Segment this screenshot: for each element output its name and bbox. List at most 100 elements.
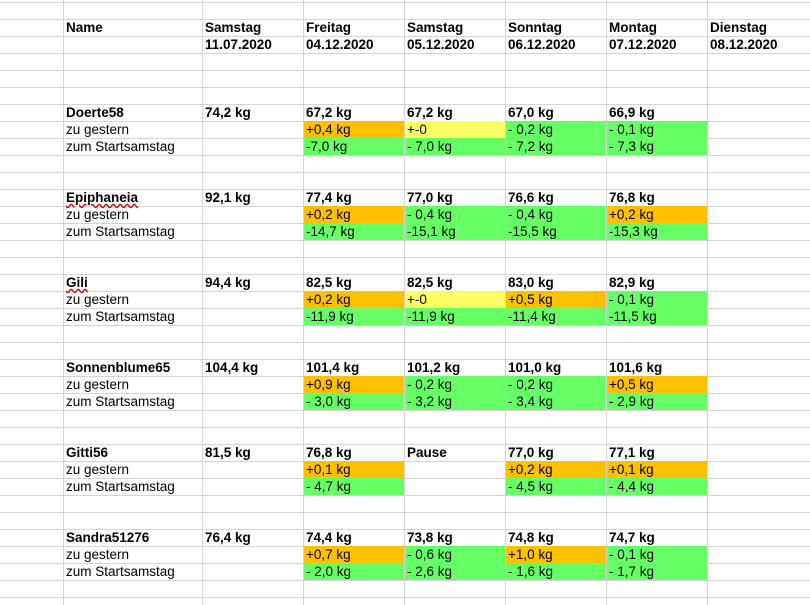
weight-cell[interactable]: 67,2 kg bbox=[306, 105, 352, 120]
delta-start-cell[interactable]: -15,3 kg bbox=[607, 223, 708, 240]
delta-start-cell[interactable]: - 4,7 kg bbox=[304, 478, 405, 495]
header-day[interactable]: Dienstag bbox=[710, 20, 768, 35]
start-weight[interactable]: 104,4 kg bbox=[205, 360, 259, 375]
row-label-yesterday[interactable]: zu gestern bbox=[66, 207, 130, 222]
delta-yesterday-cell[interactable]: +0,2 kg bbox=[304, 206, 405, 223]
delta-start-cell[interactable]: -11,5 kg bbox=[607, 308, 708, 325]
header-day[interactable]: Freitag bbox=[306, 20, 352, 35]
delta-yesterday-cell[interactable]: - 0,4 kg bbox=[405, 206, 506, 223]
delta-start-cell[interactable]: - 7,2 kg bbox=[506, 138, 607, 155]
delta-start-cell[interactable]: - 4,4 kg bbox=[607, 478, 708, 495]
delta-start-cell[interactable]: -14,7 kg bbox=[304, 223, 405, 240]
delta-start-cell[interactable]: - 1,7 kg bbox=[607, 563, 708, 580]
row-label-yesterday[interactable]: zu gestern bbox=[66, 547, 130, 562]
start-weight[interactable]: 81,5 kg bbox=[205, 445, 251, 460]
delta-start-cell[interactable]: - 2,0 kg bbox=[304, 563, 405, 580]
weight-cell[interactable]: Pause bbox=[407, 445, 447, 460]
weight-cell[interactable]: 82,5 kg bbox=[407, 275, 453, 290]
header-day[interactable]: Sonntag bbox=[508, 20, 562, 35]
delta-start-cell[interactable]: - 3,2 kg bbox=[405, 393, 506, 410]
weight-cell[interactable]: 74,8 kg bbox=[508, 530, 554, 545]
person-name[interactable]: Sonnenblume65 bbox=[66, 360, 171, 375]
person-name[interactable]: Doerte58 bbox=[66, 105, 124, 120]
delta-yesterday-cell[interactable] bbox=[405, 461, 506, 478]
delta-start-cell[interactable]: -7,0 kg bbox=[304, 138, 405, 155]
weight-cell[interactable]: 76,8 kg bbox=[609, 190, 655, 205]
weight-cell[interactable]: 76,8 kg bbox=[306, 445, 352, 460]
row-label-start[interactable]: zum Startsamstag bbox=[66, 309, 175, 324]
delta-start-cell[interactable]: -11,4 kg bbox=[506, 308, 607, 325]
start-weight[interactable]: 94,4 kg bbox=[205, 275, 251, 290]
delta-yesterday-cell[interactable]: +0,5 kg bbox=[607, 376, 708, 393]
row-label-yesterday[interactable]: zu gestern bbox=[66, 122, 130, 137]
delta-start-cell[interactable]: -15,5 kg bbox=[506, 223, 607, 240]
delta-yesterday-cell[interactable]: - 0,2 kg bbox=[506, 121, 607, 138]
start-weight[interactable]: 74,2 kg bbox=[205, 105, 251, 120]
weight-cell[interactable]: 73,8 kg bbox=[407, 530, 453, 545]
row-label-yesterday[interactable]: zu gestern bbox=[66, 377, 130, 392]
delta-yesterday-cell[interactable]: +0,5 kg bbox=[506, 291, 607, 308]
header-date[interactable]: 07.12.2020 bbox=[609, 37, 677, 52]
row-label-start[interactable]: zum Startsamstag bbox=[66, 224, 175, 239]
row-label-yesterday[interactable]: zu gestern bbox=[66, 462, 130, 477]
weight-cell[interactable]: 101,4 kg bbox=[306, 360, 360, 375]
delta-yesterday-cell[interactable]: +0,1 kg bbox=[304, 461, 405, 478]
weight-cell[interactable]: 74,7 kg bbox=[609, 530, 655, 545]
start-weight[interactable]: 76,4 kg bbox=[205, 530, 251, 545]
header-date[interactable]: 11.07.2020 bbox=[205, 37, 272, 52]
person-name[interactable]: Gitti56 bbox=[66, 445, 109, 460]
weight-cell[interactable]: 82,9 kg bbox=[609, 275, 655, 290]
delta-start-cell[interactable]: -11,9 kg bbox=[304, 308, 405, 325]
delta-start-cell[interactable]: - 2,9 kg bbox=[607, 393, 708, 410]
row-label-start[interactable]: zum Startsamstag bbox=[66, 139, 175, 154]
delta-yesterday-cell[interactable]: - 0,4 kg bbox=[506, 206, 607, 223]
delta-yesterday-cell[interactable]: +1,0 kg bbox=[506, 546, 607, 563]
header-name[interactable]: Name bbox=[66, 20, 103, 35]
header-day[interactable]: Montag bbox=[609, 20, 657, 35]
weight-cell[interactable]: 76,6 kg bbox=[508, 190, 554, 205]
weight-cell[interactable]: 77,0 kg bbox=[407, 190, 453, 205]
weight-cell[interactable]: 77,1 kg bbox=[609, 445, 655, 460]
row-label-start[interactable]: zum Startsamstag bbox=[66, 479, 175, 494]
delta-yesterday-cell[interactable]: - 0,1 kg bbox=[607, 546, 708, 563]
header-date[interactable]: 08.12.2020 bbox=[710, 37, 778, 52]
row-label-start[interactable]: zum Startsamstag bbox=[66, 394, 175, 409]
weight-cell[interactable]: 74,4 kg bbox=[306, 530, 352, 545]
delta-yesterday-cell[interactable]: - 0,2 kg bbox=[506, 376, 607, 393]
delta-yesterday-cell[interactable]: +-0 bbox=[405, 121, 506, 138]
delta-start-cell[interactable]: -15,1 kg bbox=[405, 223, 506, 240]
header-date[interactable]: 06.12.2020 bbox=[508, 37, 576, 52]
delta-yesterday-cell[interactable]: +0,9 kg bbox=[304, 376, 405, 393]
delta-yesterday-cell[interactable]: - 0,2 kg bbox=[405, 376, 506, 393]
weight-cell[interactable]: 66,9 kg bbox=[609, 105, 655, 120]
delta-start-cell[interactable]: - 4,5 kg bbox=[506, 478, 607, 495]
delta-start-cell[interactable]: - 2,6 kg bbox=[405, 563, 506, 580]
delta-start-cell[interactable] bbox=[405, 478, 506, 495]
header-day[interactable]: Samstag bbox=[205, 20, 262, 35]
weight-cell[interactable]: 77,4 kg bbox=[306, 190, 352, 205]
weight-cell[interactable]: 101,6 kg bbox=[609, 360, 663, 375]
delta-yesterday-cell[interactable]: +0,7 kg bbox=[304, 546, 405, 563]
weight-cell[interactable]: 101,2 kg bbox=[407, 360, 461, 375]
delta-yesterday-cell[interactable]: +0,2 kg bbox=[304, 291, 405, 308]
person-name[interactable]: Sandra51276 bbox=[66, 530, 150, 545]
row-label-yesterday[interactable]: zu gestern bbox=[66, 292, 130, 307]
weight-cell[interactable]: 67,0 kg bbox=[508, 105, 554, 120]
delta-yesterday-cell[interactable]: - 0,1 kg bbox=[607, 291, 708, 308]
person-name[interactable]: Epiphaneia bbox=[66, 190, 139, 205]
delta-yesterday-cell[interactable]: +0,2 kg bbox=[607, 206, 708, 223]
header-date[interactable]: 05.12.2020 bbox=[407, 37, 475, 52]
header-day[interactable]: Samstag bbox=[407, 20, 464, 35]
weight-cell[interactable]: 101,0 kg bbox=[508, 360, 562, 375]
header-date[interactable]: 04.12.2020 bbox=[306, 37, 374, 52]
weight-cell[interactable]: 77,0 kg bbox=[508, 445, 554, 460]
delta-start-cell[interactable]: - 3,4 kg bbox=[506, 393, 607, 410]
delta-yesterday-cell[interactable]: - 0,1 kg bbox=[607, 121, 708, 138]
delta-yesterday-cell[interactable]: +0,1 kg bbox=[607, 461, 708, 478]
delta-yesterday-cell[interactable]: - 0,6 kg bbox=[405, 546, 506, 563]
weight-cell[interactable]: 83,0 kg bbox=[508, 275, 554, 290]
weight-cell[interactable]: 67,2 kg bbox=[407, 105, 453, 120]
start-weight[interactable]: 92,1 kg bbox=[205, 190, 251, 205]
row-label-start[interactable]: zum Startsamstag bbox=[66, 564, 175, 579]
delta-start-cell[interactable]: - 7,3 kg bbox=[607, 138, 708, 155]
